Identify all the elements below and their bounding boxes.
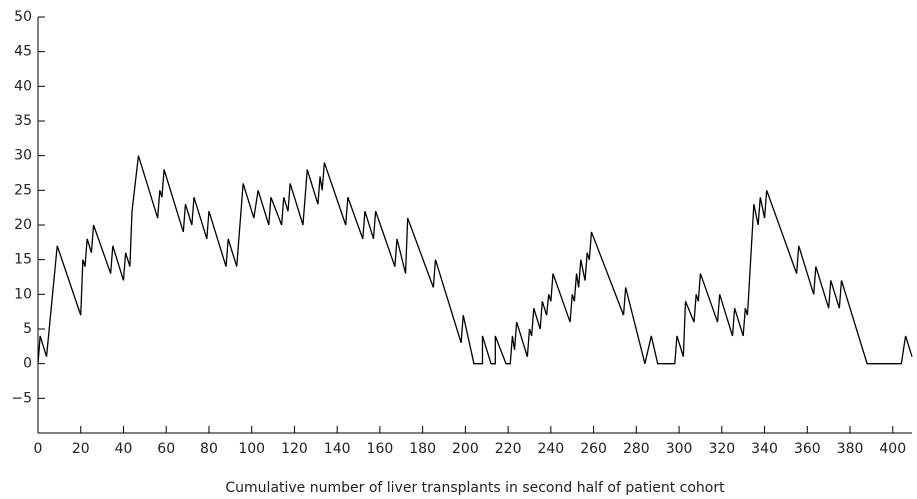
data-line [37,155,913,365]
x-tick-label: 0 [34,441,43,457]
x-tick-label: 180 [409,441,436,457]
x-tick-label: 80 [200,441,218,457]
x-tick-label: 380 [837,441,864,457]
y-tick-label: 15 [14,252,32,268]
x-tick-label: 120 [281,441,308,457]
y-tick-label: 5 [23,321,32,337]
x-axis-label: Cumulative number of liver transplants i… [225,480,725,496]
x-tick-label: 400 [879,441,906,457]
x-tick-label: 340 [751,441,778,457]
x-tick-label: 240 [537,441,564,457]
x-tick-label: 220 [495,441,522,457]
y-tick-label: 0 [23,356,32,372]
x-tick-label: 40 [115,441,133,457]
y-tick-label: 10 [14,286,32,302]
y-tick-label: 45 [14,44,32,60]
y-tick-label: 35 [14,113,32,129]
x-tick-label: 200 [452,441,479,457]
x-tick-label: 160 [367,441,394,457]
x-tick-label: 20 [72,441,90,457]
y-tick-label: 20 [14,217,32,233]
x-tick-label: 280 [623,441,650,457]
x-tick-label: 100 [238,441,265,457]
y-tick-label: 30 [14,148,32,164]
x-tick-label: 60 [157,441,175,457]
x-tick-label: 140 [324,441,351,457]
x-tick-label: 260 [580,441,607,457]
y-tick-label: 40 [14,78,32,94]
x-tick-label: 300 [666,441,693,457]
y-tick-label: 50 [14,9,32,25]
x-tick-label: 360 [794,441,821,457]
y-tick-label: −5 [11,390,32,406]
x-tick-label: 320 [708,441,735,457]
y-tick-label: 25 [14,182,32,198]
